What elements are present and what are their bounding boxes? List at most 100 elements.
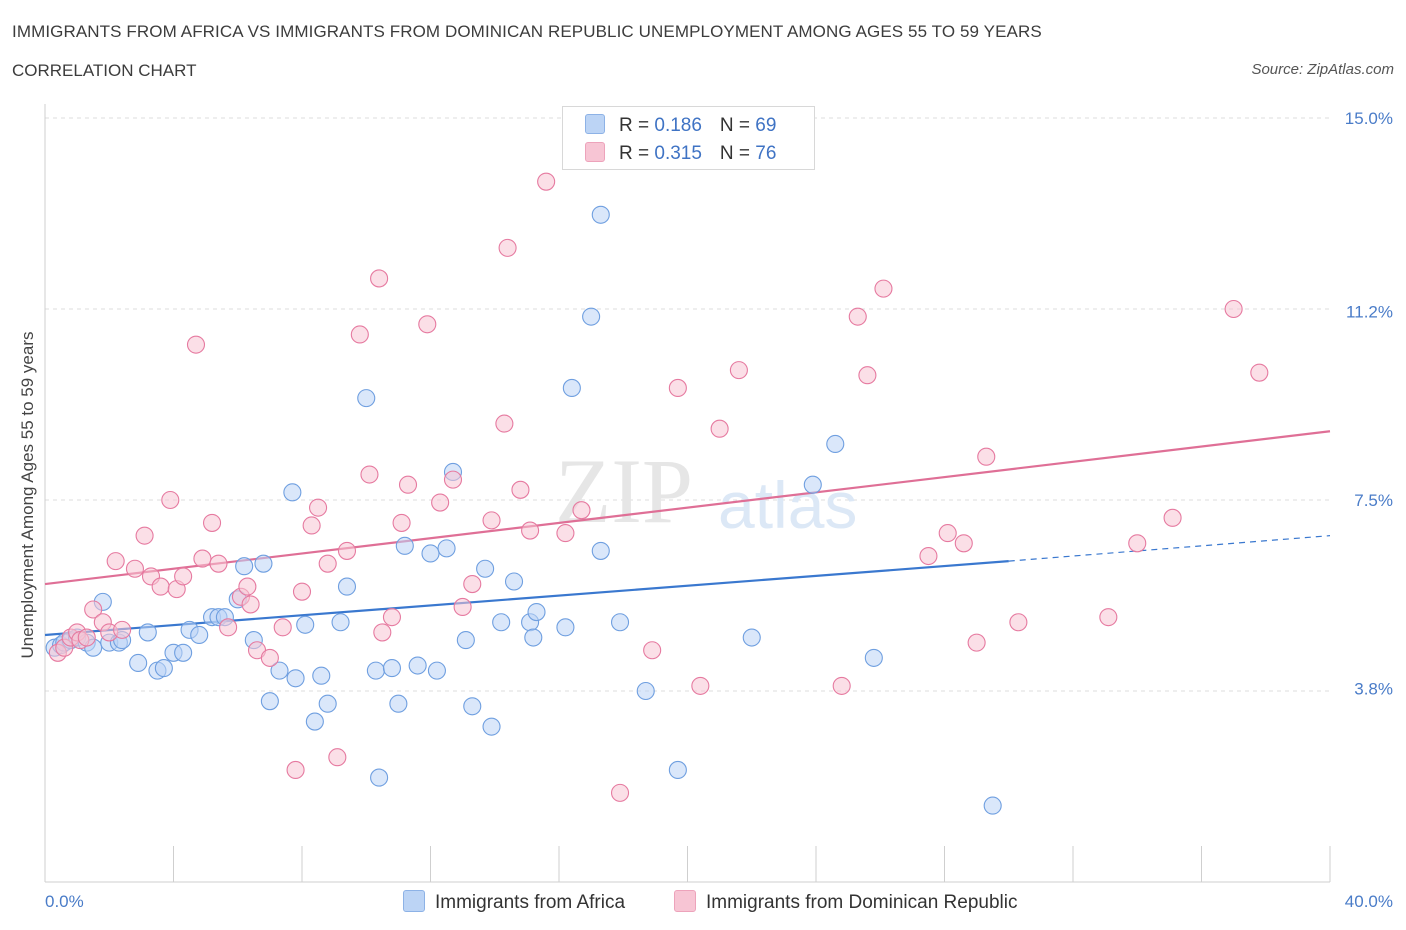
africa-point (389, 694, 408, 713)
dominican-swatch-icon (674, 890, 696, 912)
dominican-point (463, 574, 482, 594)
dominican-point (1099, 608, 1118, 627)
legend-n-label: N = (719, 115, 756, 136)
dominican-point (495, 414, 514, 433)
africa-point (742, 628, 761, 647)
dominican-point (1128, 534, 1147, 553)
x-tick-label: 0.0% (45, 892, 84, 911)
tick-labels: 3.8% 7.5% 11.2% 15.0% 0.0% 40.0% (45, 109, 1393, 911)
dominican-point (318, 554, 337, 573)
chart-title: IMMIGRANTS FROM AFRICA VS IMMIGRANTS FRO… (12, 22, 1042, 41)
africa-point (668, 760, 687, 779)
africa-point (260, 692, 279, 711)
africa-point (190, 625, 209, 645)
dominican-point (431, 493, 450, 512)
africa-point (366, 661, 385, 680)
africa-point (270, 661, 289, 680)
legend-item-dominican[interactable]: Immigrants from Dominican Republic (674, 890, 1018, 914)
africa-point (296, 615, 315, 634)
dominican-point (370, 269, 389, 288)
dominican-point (521, 521, 540, 540)
x-tick-label: 40.0% (1345, 892, 1393, 911)
dominican-point (186, 335, 206, 354)
africa-point (286, 669, 305, 688)
africa-point (254, 554, 273, 573)
dominican-point (398, 475, 418, 494)
africa-point (482, 717, 501, 736)
dominican-point (302, 516, 321, 535)
dominican-point (954, 534, 973, 553)
dominican-point (328, 748, 347, 767)
dominican-point (260, 648, 279, 667)
dominican-point (286, 760, 305, 779)
legend-row-africa: R = 0.186 N = 69 (585, 114, 776, 136)
dominican-point (874, 279, 893, 298)
africa-point (318, 694, 337, 713)
dominican-point (977, 447, 996, 466)
africa-point (370, 768, 389, 787)
dominican-point (556, 524, 575, 543)
dominican-point (832, 676, 851, 695)
africa-point (826, 434, 845, 454)
dominican-point (572, 501, 591, 520)
dominican-point (537, 172, 556, 191)
dominican-point (848, 307, 867, 326)
africa-point (591, 205, 610, 224)
dominican-point (238, 577, 257, 596)
legend-label-dominican: Immigrants from Dominican Republic (706, 892, 1018, 913)
dominican-point (1250, 363, 1269, 382)
dominican-point (350, 325, 369, 344)
legend-r-value: 0.315 (654, 143, 702, 164)
dominican-point (292, 582, 312, 601)
africa-point (556, 618, 575, 637)
legend-n-label: N = (719, 143, 756, 164)
africa-point (524, 628, 543, 647)
dominican-point (610, 783, 630, 802)
africa-point (476, 559, 495, 578)
y-tick-label: 3.8% (1354, 679, 1393, 698)
africa-point (456, 631, 475, 650)
dominican-point (309, 498, 328, 517)
dominican-point (106, 552, 125, 571)
watermark-zip: ZIP (555, 440, 693, 542)
dominican-point (668, 378, 687, 397)
dominican-point (858, 366, 877, 385)
dominican-point (967, 633, 986, 652)
dominican-point (498, 238, 517, 257)
dominican-point (360, 465, 379, 484)
africa-swatch-icon (585, 114, 605, 134)
legend-row-dominican: R = 0.315 N = 76 (585, 142, 776, 164)
legend-n-value: 76 (755, 143, 777, 164)
africa-point (527, 603, 546, 622)
africa-point (174, 643, 193, 662)
y-axis-title: Unemployment Among Ages 55 to 59 years (18, 332, 37, 659)
dominican-point (174, 567, 193, 586)
dominican-point (273, 618, 292, 637)
dominican-point (125, 559, 144, 578)
africa-point (331, 613, 350, 632)
legend-r-value: 0.186 (654, 115, 702, 136)
africa-point (129, 653, 148, 673)
y-tick-label: 7.5% (1354, 491, 1393, 510)
source-label: Source: ZipAtlas.com (1251, 61, 1394, 78)
dominican-point (113, 620, 132, 639)
legend-item-africa[interactable]: Immigrants from Africa (403, 890, 625, 914)
watermark-atlas: atlas (718, 468, 857, 542)
dominican-point (135, 526, 154, 545)
dominican-point (1224, 299, 1243, 319)
africa-point (337, 577, 357, 596)
legend-n-value: 69 (755, 115, 777, 136)
dominican-point (392, 513, 411, 532)
dominican-point (443, 470, 463, 489)
africa-point (312, 666, 331, 685)
dominican-point (482, 511, 501, 530)
y-tick-label: 11.2% (1346, 303, 1393, 322)
africa-point (636, 681, 655, 701)
correlation-legend: R = 0.186 N = 69 R = 0.315 N = 76 (562, 106, 815, 170)
africa-point (138, 623, 157, 642)
africa-point (154, 659, 173, 678)
legend-r-label: R = (619, 143, 655, 164)
chart-subtitle: CORRELATION CHART (12, 61, 197, 80)
africa-swatch-icon (403, 890, 425, 912)
dominican-point (1009, 613, 1028, 632)
